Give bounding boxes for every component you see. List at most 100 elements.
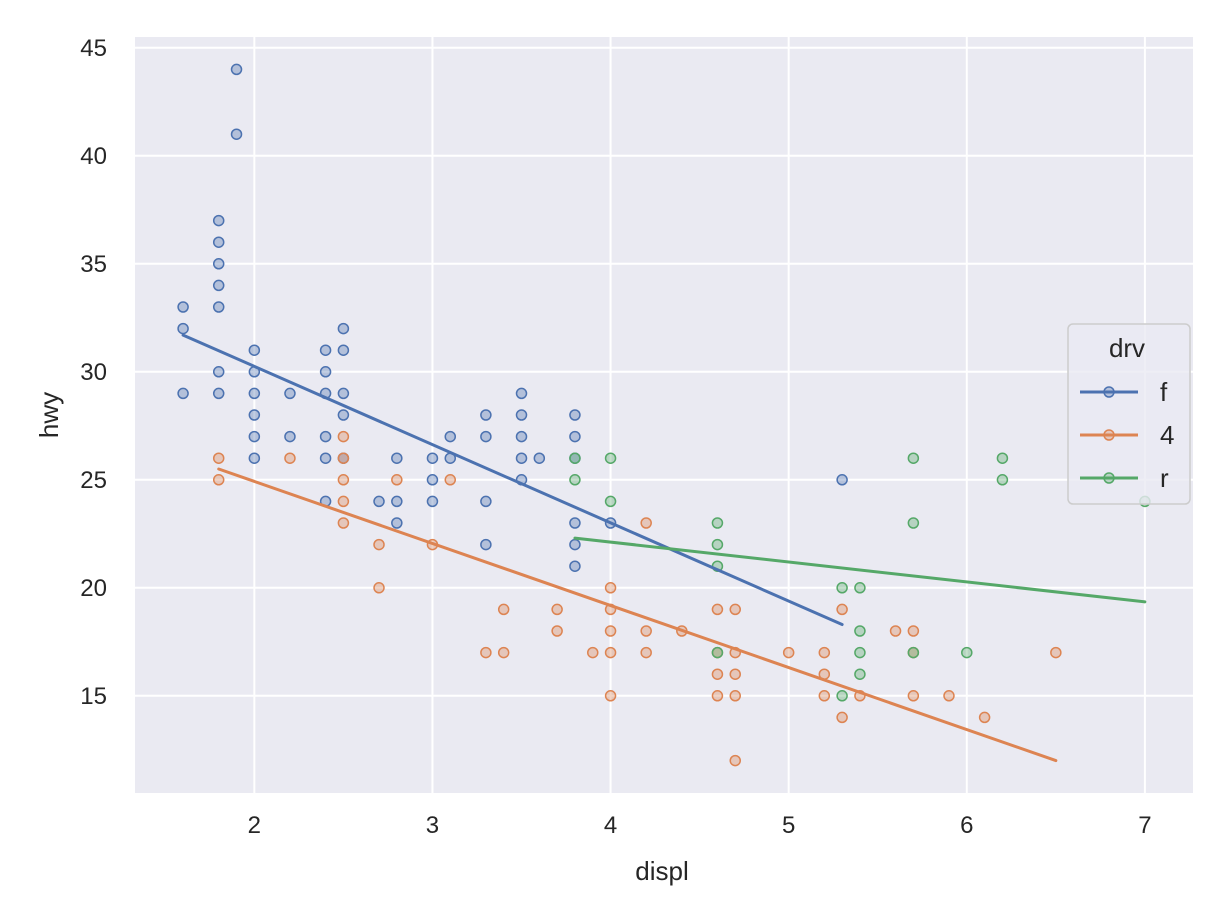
data-point-f: [177, 387, 189, 400]
legend-label-4: 4: [1160, 420, 1174, 450]
data-point-f: [391, 517, 403, 529]
legend-title: drv: [1109, 333, 1145, 363]
data-point-r: [907, 517, 920, 529]
x-tick-label: 7: [1138, 812, 1151, 839]
data-point-f: [177, 322, 189, 335]
data-point-r: [604, 495, 617, 508]
data-point-4: [907, 625, 920, 637]
data-point-f: [426, 495, 439, 508]
y-tick-label: 20: [80, 575, 107, 602]
data-point-4: [337, 430, 350, 443]
data-point-4: [337, 474, 350, 486]
legend-label-r: r: [1160, 463, 1169, 493]
data-point-4: [978, 711, 991, 724]
y-tick-label: 15: [80, 683, 107, 710]
data-point-f: [337, 387, 350, 400]
data-point-f: [212, 279, 225, 292]
x-tick-label: 3: [426, 812, 439, 839]
data-point-4: [943, 690, 955, 702]
data-point-f: [337, 409, 350, 421]
data-point-4: [212, 474, 225, 486]
trend-line-f: [181, 333, 844, 627]
data-point-f: [480, 409, 492, 421]
legend-swatch-marker: [1103, 472, 1115, 484]
data-point-4: [212, 452, 225, 464]
data-point-r: [907, 646, 920, 659]
data-point-f: [480, 430, 492, 443]
data-point-4: [711, 690, 724, 702]
legend: drv f 4 r: [1067, 323, 1191, 505]
data-point-4: [497, 646, 510, 659]
data-point-r: [711, 646, 724, 659]
data-point-r: [854, 646, 866, 659]
data-point-4: [818, 646, 831, 659]
data-point-r: [836, 582, 848, 594]
data-point-f: [426, 474, 439, 486]
data-point-f: [515, 430, 528, 443]
data-point-f: [212, 366, 225, 378]
data-point-f: [569, 517, 581, 529]
data-point-4: [604, 582, 617, 594]
data-point-4: [604, 646, 617, 659]
data-point-4: [604, 690, 617, 702]
data-point-4: [391, 474, 403, 486]
data-point-4: [640, 646, 652, 659]
data-point-4: [889, 625, 902, 637]
data-point-r: [569, 452, 581, 464]
data-point-f: [284, 430, 296, 443]
data-point-f: [212, 214, 225, 227]
data-point-f: [319, 452, 332, 464]
data-point-r: [836, 690, 848, 702]
data-point-4: [373, 582, 385, 594]
data-point-4: [284, 452, 296, 464]
data-point-f: [319, 344, 332, 356]
y-tick-label: 45: [80, 35, 107, 62]
data-point-f: [212, 387, 225, 400]
y-tick-label: 25: [80, 467, 107, 494]
data-point-r: [604, 452, 617, 464]
data-point-f: [248, 452, 261, 464]
data-point-r: [854, 625, 866, 637]
data-point-f: [248, 409, 261, 421]
trend-line-r: [573, 536, 1147, 604]
data-point-4: [1050, 646, 1062, 659]
data-point-f: [515, 409, 528, 421]
data-point-f: [444, 430, 457, 443]
data-point-r: [996, 474, 1009, 486]
data-point-4: [711, 668, 724, 680]
data-point-r: [854, 668, 866, 680]
data-point-f: [337, 344, 350, 356]
data-point-4: [444, 474, 457, 486]
data-point-4: [818, 690, 831, 702]
legend-swatch-marker: [1103, 429, 1115, 441]
data-point-4: [782, 646, 795, 659]
data-point-f: [391, 452, 403, 464]
data-point-f: [319, 366, 332, 378]
data-point-4: [337, 517, 350, 529]
data-point-f: [248, 387, 261, 400]
data-point-f: [373, 495, 385, 508]
data-point-4: [836, 603, 848, 616]
data-point-4: [480, 646, 492, 659]
data-point-f: [248, 344, 261, 356]
legend-swatch-marker: [1103, 386, 1115, 398]
data-point-4: [907, 690, 920, 702]
data-point-f: [480, 495, 492, 508]
data-point-4: [551, 625, 563, 637]
data-point-f: [533, 452, 546, 464]
data-point-4: [587, 646, 599, 659]
data-point-4: [729, 690, 741, 702]
data-point-f: [836, 474, 848, 486]
data-point-r: [996, 452, 1009, 464]
x-tick-label: 4: [604, 812, 617, 839]
trend-lines: [181, 333, 1147, 763]
data-point-4: [729, 754, 741, 767]
data-point-f: [212, 236, 225, 248]
data-point-4: [604, 625, 617, 637]
data-point-f: [569, 430, 581, 443]
data-point-r: [711, 517, 724, 529]
x-tick-label: 5: [782, 812, 795, 839]
data-point-f: [212, 301, 225, 313]
data-point-4: [551, 603, 563, 616]
